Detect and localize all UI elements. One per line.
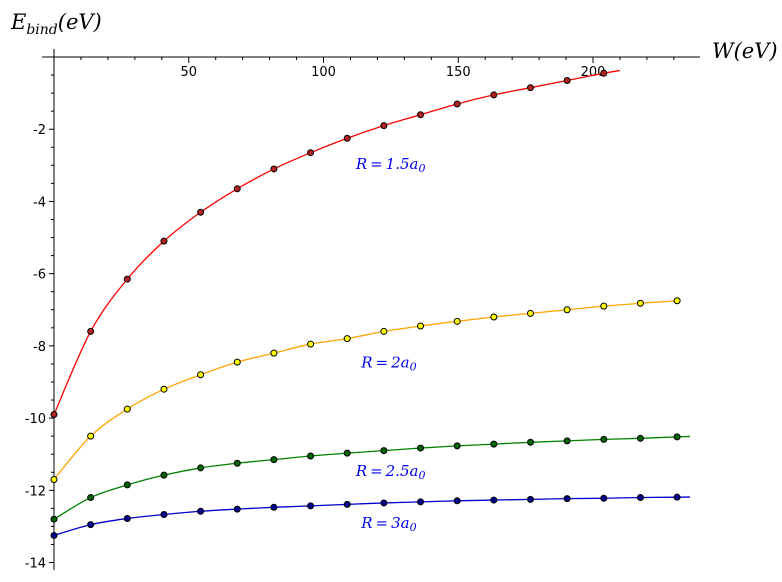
data-point bbox=[307, 502, 315, 510]
data-point bbox=[233, 505, 241, 513]
data-point bbox=[490, 91, 498, 99]
data-point bbox=[160, 237, 168, 245]
data-point bbox=[233, 459, 241, 467]
data-point bbox=[490, 496, 498, 504]
series-label-3: R = 2.5a0 bbox=[355, 462, 426, 482]
data-point bbox=[233, 185, 241, 193]
data-point bbox=[233, 358, 241, 366]
y-axis-title-unit: (eV) bbox=[58, 10, 102, 34]
data-point bbox=[50, 531, 58, 539]
data-point bbox=[453, 442, 461, 450]
data-point bbox=[307, 340, 315, 348]
data-point bbox=[453, 317, 461, 325]
data-point bbox=[636, 299, 644, 307]
y-tick-label: -14 bbox=[25, 557, 46, 572]
data-point bbox=[453, 100, 461, 108]
data-point bbox=[87, 327, 95, 335]
data-point bbox=[160, 511, 168, 519]
data-point bbox=[417, 498, 425, 506]
data-point bbox=[343, 335, 351, 343]
data-point bbox=[197, 208, 205, 216]
series-line-2 bbox=[53, 299, 682, 480]
data-point bbox=[636, 494, 644, 502]
data-point bbox=[50, 410, 58, 418]
series-label-2: R = 2a0 bbox=[360, 354, 416, 374]
data-point bbox=[270, 456, 278, 464]
y-tick-label: -2 bbox=[33, 123, 46, 138]
data-point bbox=[123, 275, 131, 283]
data-point bbox=[160, 471, 168, 479]
data-point bbox=[87, 521, 95, 529]
data-point bbox=[160, 385, 168, 393]
x-tick-label: 150 bbox=[446, 65, 471, 80]
data-point bbox=[526, 438, 534, 446]
series-label-4: R = 3a0 bbox=[360, 514, 416, 534]
data-point bbox=[417, 444, 425, 452]
data-point bbox=[87, 432, 95, 440]
series-labels: R = 1.5a0 R = 2a0 R = 2.5a0 R = 3a0 bbox=[355, 155, 426, 534]
data-point bbox=[380, 327, 388, 335]
x-tick-label: 50 bbox=[180, 65, 197, 80]
series-line-1 bbox=[53, 69, 621, 415]
data-point bbox=[270, 165, 278, 173]
series-label-1: R = 1.5a0 bbox=[355, 155, 426, 175]
data-point bbox=[123, 514, 131, 522]
series-markers bbox=[50, 69, 681, 539]
data-point bbox=[600, 494, 608, 502]
data-point bbox=[526, 84, 534, 92]
data-point bbox=[563, 437, 571, 445]
data-point bbox=[673, 433, 681, 441]
data-point bbox=[50, 515, 58, 523]
data-point bbox=[380, 447, 388, 455]
y-tick-label: -10 bbox=[25, 412, 46, 427]
data-point bbox=[490, 440, 498, 448]
data-point bbox=[197, 371, 205, 379]
data-point bbox=[380, 122, 388, 130]
axes bbox=[42, 49, 700, 570]
data-point bbox=[490, 313, 498, 321]
y-tick-label: -4 bbox=[33, 195, 46, 210]
y-axis-title: Ebind(eV) bbox=[10, 10, 102, 38]
data-point bbox=[270, 349, 278, 357]
data-point bbox=[563, 306, 571, 314]
data-point bbox=[600, 435, 608, 443]
data-point bbox=[526, 495, 534, 503]
data-point bbox=[600, 69, 608, 77]
data-point bbox=[123, 405, 131, 413]
data-point bbox=[563, 76, 571, 84]
data-point bbox=[673, 493, 681, 501]
x-tick-label: 100 bbox=[311, 65, 336, 80]
data-point bbox=[600, 302, 608, 310]
data-point bbox=[343, 449, 351, 457]
y-tick-label: -6 bbox=[33, 268, 46, 283]
data-point bbox=[343, 134, 351, 142]
data-point bbox=[453, 497, 461, 505]
data-point bbox=[417, 322, 425, 330]
data-point bbox=[417, 111, 425, 119]
data-point bbox=[307, 149, 315, 157]
data-point bbox=[343, 500, 351, 508]
x-axis-title: W(eV) bbox=[712, 39, 778, 63]
data-point bbox=[123, 481, 131, 489]
data-point bbox=[526, 309, 534, 317]
tick-labels: 50 100 150 200-2-4-6-8-10-12-14 bbox=[25, 65, 606, 572]
y-tick-label: -8 bbox=[33, 340, 46, 355]
data-point bbox=[673, 297, 681, 305]
data-point bbox=[50, 475, 58, 483]
data-point bbox=[563, 495, 571, 503]
data-point bbox=[270, 503, 278, 511]
data-point bbox=[307, 452, 315, 460]
y-tick-label: -12 bbox=[25, 484, 46, 499]
data-point bbox=[87, 494, 95, 502]
data-point bbox=[197, 464, 205, 472]
data-point bbox=[636, 434, 644, 442]
tick-marks bbox=[49, 57, 675, 564]
data-point bbox=[380, 499, 388, 507]
y-axis-title-subscript: bind bbox=[26, 22, 57, 38]
data-point bbox=[197, 507, 205, 515]
y-axis-title-main: E bbox=[10, 10, 26, 34]
